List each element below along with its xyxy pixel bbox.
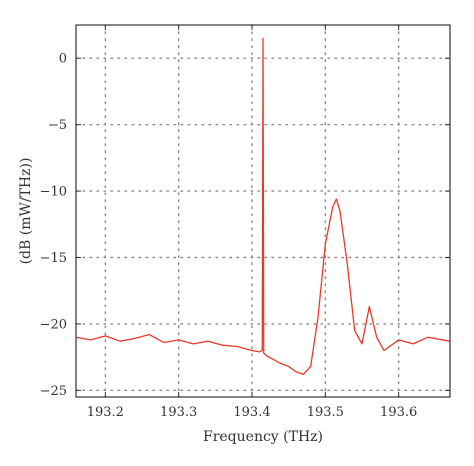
x-tick-label: 193.6 <box>380 405 417 420</box>
x-tick-label: 193.3 <box>160 405 197 420</box>
y-tick-label: −15 <box>40 251 67 266</box>
x-axis-title: Frequency (THz) <box>203 429 323 445</box>
y-tick-label: −5 <box>48 118 67 133</box>
x-tick-label: 193.4 <box>233 405 270 420</box>
series-layer <box>75 37 451 376</box>
x-tick-label: 193.2 <box>87 405 124 420</box>
spectrum-line <box>75 37 451 376</box>
axis-ticks: 193.2 193.3 193.4 193.5 193.6 0 −5 −10 −15 −20 −25 <box>40 25 450 420</box>
y-tick-label: −20 <box>40 317 67 332</box>
y-tick-label: −10 <box>40 185 67 200</box>
grid-lines <box>75 24 451 398</box>
plot-frame <box>75 24 451 398</box>
y-tick-label: −25 <box>40 384 67 399</box>
x-tick-label: 193.5 <box>307 405 344 420</box>
y-axis-title: (dB (mW/THz)) <box>18 158 34 265</box>
y-tick-label: 0 <box>59 52 67 67</box>
